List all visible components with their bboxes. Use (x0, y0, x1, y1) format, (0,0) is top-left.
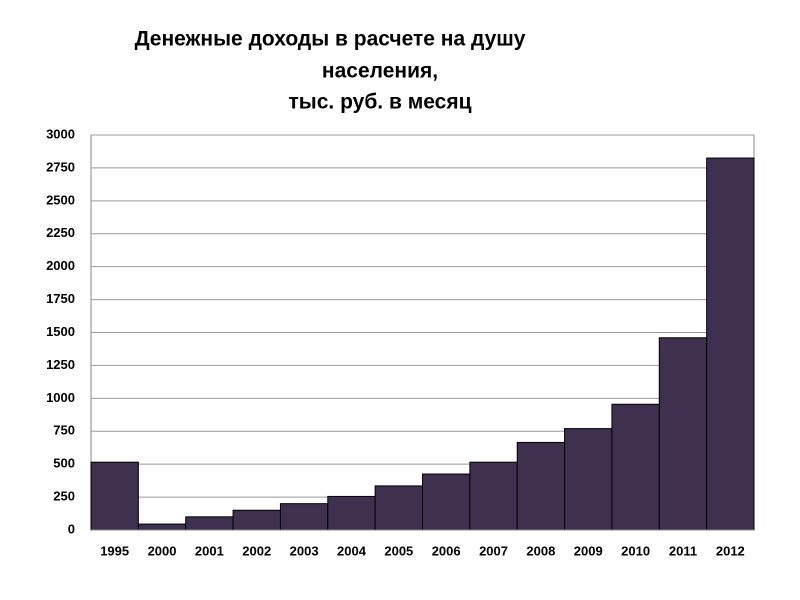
x-tick-label: 2003 (290, 543, 319, 558)
bar (279, 503, 329, 531)
bar (706, 157, 755, 531)
x-tick-label: 2002 (242, 543, 271, 558)
x-tick-label: 1995 (100, 543, 129, 558)
y-tick-label: 2250 (46, 225, 75, 240)
bar (90, 461, 139, 531)
bar (327, 495, 376, 531)
chart-title: населения, (322, 60, 438, 83)
x-tick-label: 2005 (384, 543, 413, 558)
x-tick-label: 2007 (479, 543, 508, 558)
y-tick-label: 2750 (46, 159, 75, 174)
bar (422, 473, 471, 531)
y-tick-label: 1000 (46, 390, 75, 405)
y-tick-label: 1250 (46, 357, 75, 372)
bar (374, 485, 423, 531)
x-tick-label: 2006 (432, 543, 461, 558)
y-tick-label: 1750 (46, 291, 75, 306)
y-tick-label: 3000 (46, 126, 75, 141)
x-tick-label: 2012 (716, 543, 745, 558)
y-tick-label: 0 (68, 521, 75, 536)
x-tick-label: 2000 (148, 543, 177, 558)
bar (658, 337, 708, 531)
bar (469, 461, 518, 531)
chart-title: тыс. руб. в месяц (289, 91, 472, 114)
x-tick-label: 2004 (337, 543, 367, 558)
chart-title: Денежные доходы в расчете на душу (135, 28, 526, 51)
bar (516, 441, 566, 531)
x-tick-label: 2009 (574, 543, 603, 558)
x-tick-label: 2010 (621, 543, 650, 558)
y-tick-label: 2500 (46, 192, 75, 207)
bar (611, 403, 660, 531)
x-tick-label: 2001 (195, 543, 224, 558)
x-tick-label: 2008 (526, 543, 555, 558)
x-tick-label: 2011 (669, 543, 697, 558)
y-tick-label: 500 (53, 456, 75, 471)
bar (185, 516, 234, 531)
y-tick-label: 750 (53, 423, 75, 438)
y-tick-label: 2000 (46, 258, 75, 273)
y-tick-label: 1500 (46, 324, 75, 339)
bar (137, 523, 187, 531)
bar (232, 509, 281, 531)
bar (564, 428, 613, 531)
y-tick-label: 250 (53, 489, 75, 504)
